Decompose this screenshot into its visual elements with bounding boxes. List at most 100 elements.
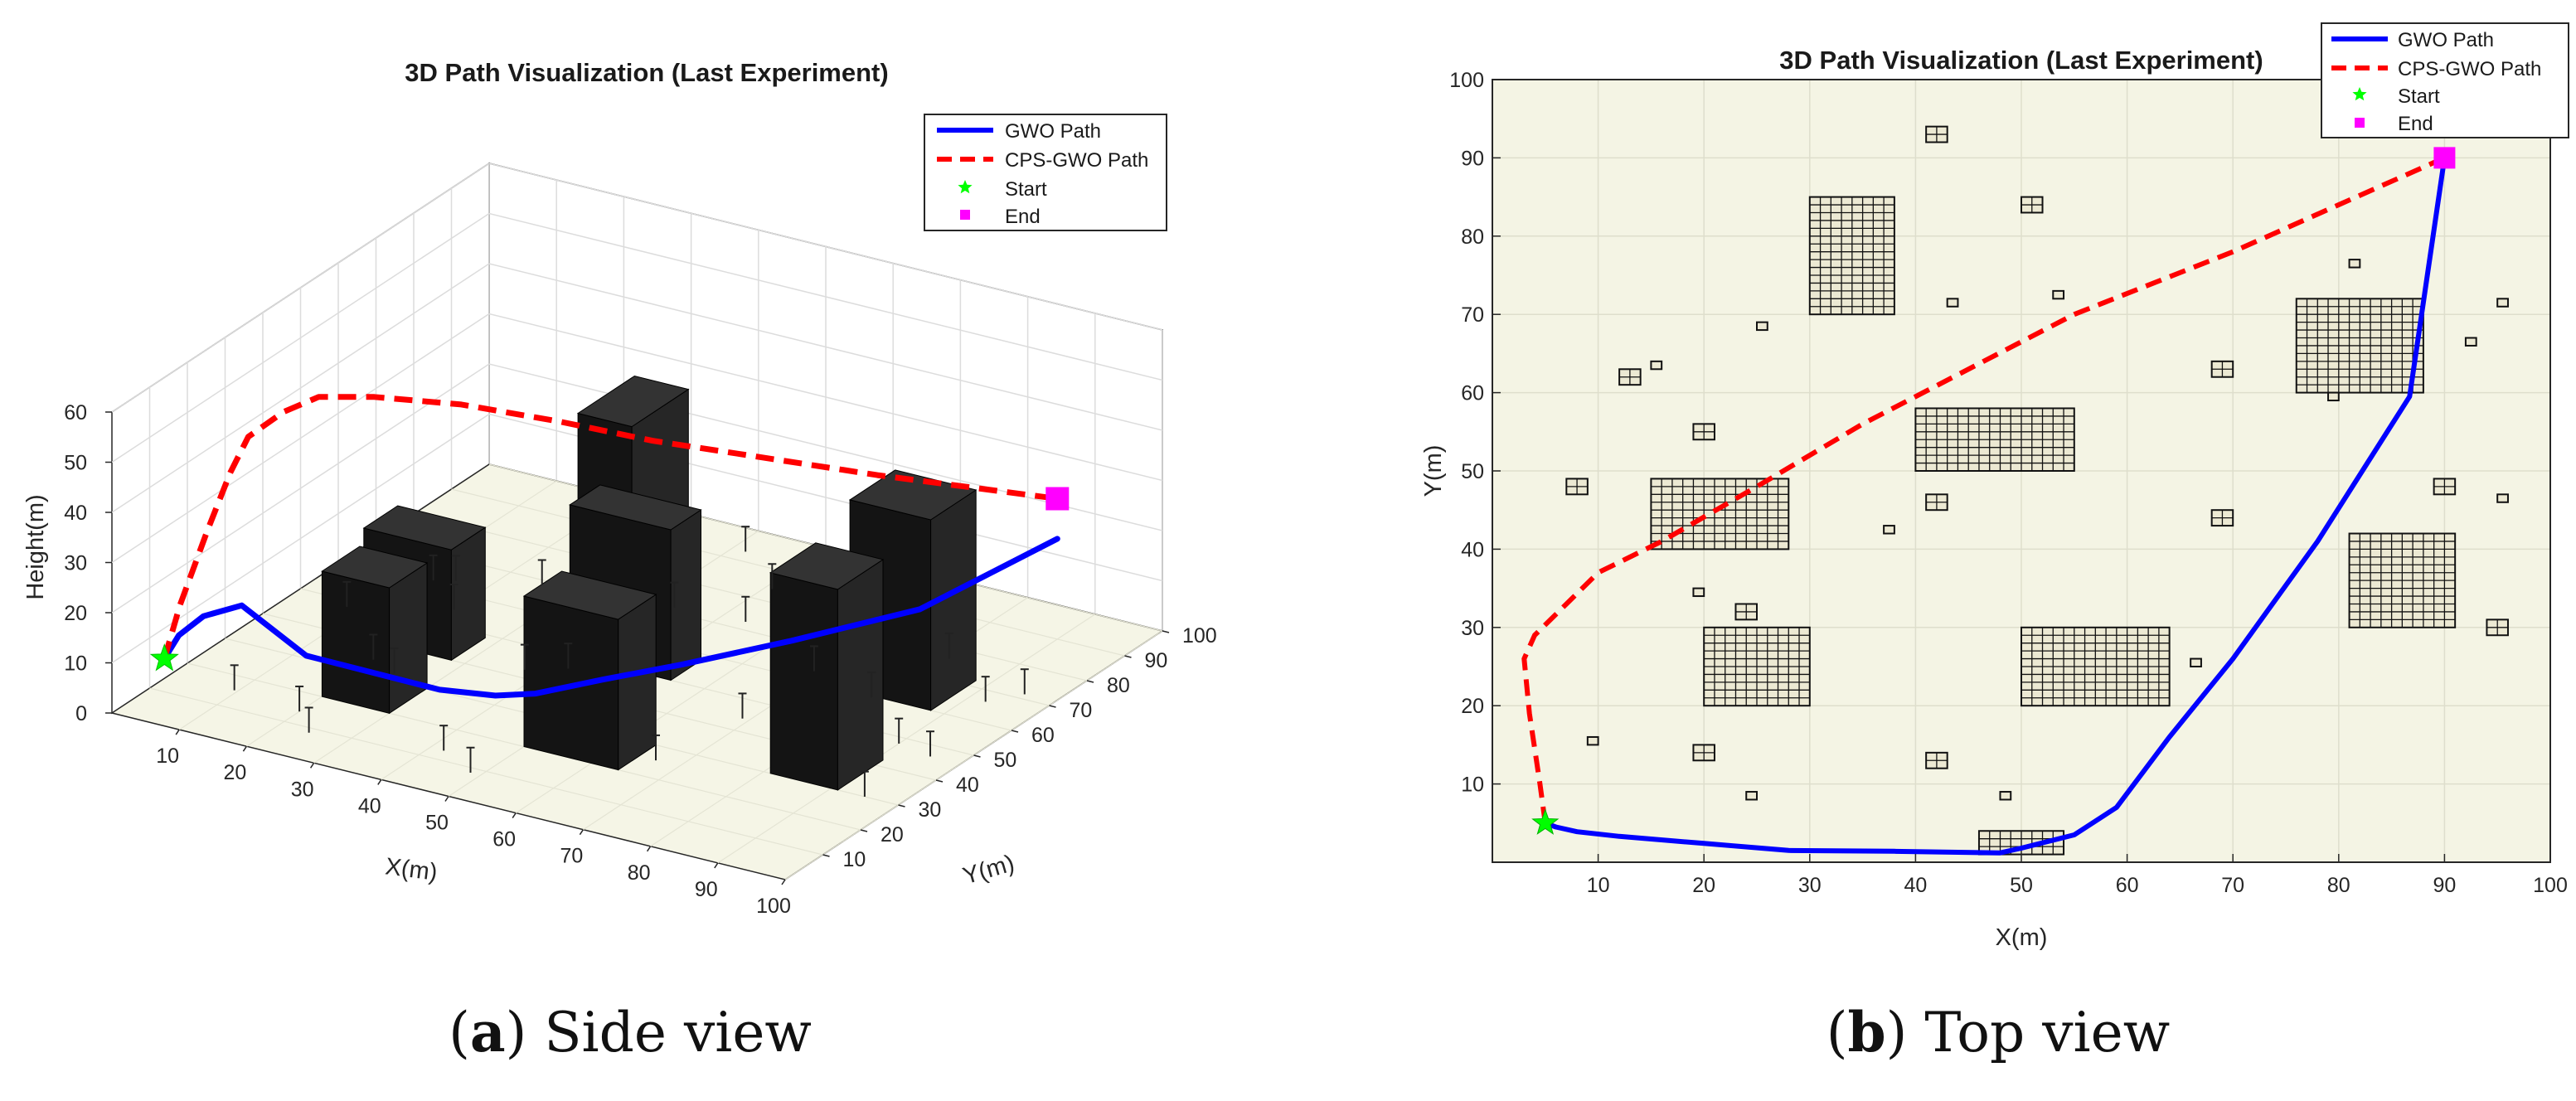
- legend-b-start: Start: [2398, 85, 2440, 108]
- obstacle: [1925, 751, 1948, 769]
- y-tick-label-a: 30: [919, 798, 942, 822]
- x-tick-label-b: 10: [1587, 874, 1610, 897]
- x-tick-label-b: 100: [2533, 874, 2568, 897]
- obstacle: [2021, 626, 2171, 707]
- x-tick-a: [646, 846, 652, 852]
- x-tick-label-a: 80: [628, 861, 651, 885]
- y-tick-label-b: 100: [1449, 69, 1484, 92]
- obstacle: [2327, 391, 2340, 402]
- obstacle: [2295, 298, 2424, 394]
- x-tick-a: [579, 829, 585, 836]
- y-tick-label-a: 20: [880, 823, 904, 846]
- chart-b-ylabel: Y(m): [1420, 445, 1447, 497]
- obstacle: [1999, 791, 2012, 801]
- legend-a-gwo: GWO Path: [1005, 120, 1101, 143]
- x-tick-a: [781, 879, 786, 885]
- caption-a: (a) Side view: [449, 1000, 812, 1065]
- x-tick-label-a: 20: [223, 761, 246, 784]
- x-tick-label-b: 50: [2010, 874, 2033, 897]
- obstacle: [1756, 321, 1768, 332]
- cps-gwo-path-b: [1521, 155, 2446, 824]
- start-marker-b: [1531, 808, 1560, 835]
- chart-b-title: 3D Path Visualization (Last Experiment): [1779, 46, 2263, 75]
- z-tick-label-a: 40: [64, 502, 87, 525]
- gwo-path-a: [161, 536, 1060, 699]
- chart-a-ticks: 1020304050607080901001020304050607080901…: [64, 401, 1217, 918]
- obstacle: [1734, 603, 1758, 621]
- obstacle: [2210, 509, 2234, 527]
- end-marker-a: [1045, 487, 1070, 511]
- obstacle: [2496, 298, 2509, 308]
- obstacle: [1745, 791, 1758, 801]
- obstacle: [2464, 337, 2477, 347]
- obstacle: [2190, 657, 2202, 667]
- caption-b: (b) Top view: [1826, 1000, 2170, 1065]
- x-tick-a: [714, 862, 719, 869]
- legend-b-start-marker: [2352, 87, 2367, 101]
- obstacle: [1692, 587, 1705, 598]
- y-tick-a: [1086, 680, 1094, 683]
- obstacle: [1914, 407, 2075, 473]
- y-tick-label-a: 100: [1182, 624, 1217, 648]
- obstacle: [1946, 298, 1959, 308]
- building: [769, 542, 885, 791]
- obstacle: [1618, 368, 1642, 386]
- chart-b-legend: GWO Path CPS-GWO Path Start End: [2321, 22, 2569, 138]
- obstacle: [2486, 618, 2509, 637]
- caption-b-letter: b: [1848, 1000, 1886, 1065]
- y-tick-a: [935, 779, 944, 783]
- chart-a-zlabel: Height(m): [22, 494, 49, 599]
- obstacle: [2433, 478, 2457, 496]
- legend-a-start: Start: [1005, 178, 1047, 201]
- caption-b-text: Top view: [1924, 1001, 2170, 1065]
- chart-a-legend: GWO Path CPS-GWO Path Start End: [924, 114, 1167, 231]
- chart-b-obstacles: [1565, 125, 2509, 856]
- obstacle: [1650, 360, 1663, 371]
- z-tick-label-a: 20: [64, 602, 87, 625]
- obstacle: [1586, 735, 1599, 746]
- caption-a-text: Side view: [544, 1001, 812, 1065]
- legend-b-end: End: [2398, 113, 2433, 135]
- obstacle: [1925, 493, 1948, 512]
- chart-b-series: [1521, 147, 2456, 856]
- z-tick-label-a: 50: [64, 452, 87, 475]
- y-tick-label-b: 10: [1461, 774, 1484, 797]
- legend-a-cps: CPS-GWO Path: [1005, 149, 1148, 172]
- y-tick-label-b: 90: [1461, 147, 1484, 170]
- y-tick-a: [898, 804, 905, 808]
- z-tick-label-a: 30: [64, 552, 87, 575]
- building: [321, 546, 429, 715]
- z-tick-label-a: 60: [64, 401, 87, 424]
- x-tick-label-b: 30: [1798, 874, 1822, 897]
- x-tick-a: [512, 812, 517, 819]
- gwo-path-b: [1542, 155, 2447, 856]
- x-tick-label-a: 60: [492, 828, 516, 851]
- x-tick-label-a: 10: [156, 745, 179, 768]
- obstacle: [2348, 532, 2457, 628]
- x-tick-a: [377, 778, 382, 785]
- obstacle: [1692, 744, 1715, 762]
- obstacle: [2496, 493, 2509, 503]
- chart-a-ylabel: Y(m): [960, 850, 1017, 890]
- chart-b-ticks: 10 20 30 40 50 60 70 80 90 100 10 20 30 40 50 60 70 80 90 1…: [1449, 69, 2568, 897]
- legend-b-end-marker: [2355, 118, 2365, 128]
- cps-gwo-path-a: [161, 394, 1058, 660]
- legend-a-end-marker: [960, 210, 970, 220]
- chart-a-xlabel: X(m): [384, 853, 439, 885]
- x-tick-label-a: 40: [358, 794, 381, 817]
- y-tick-label-a: 90: [1145, 649, 1168, 672]
- chart-b: 10 20 30 40 50 60 70 80 90 100 10 20 30 40 50 60 70 80 90 1…: [1420, 22, 2569, 951]
- obstacle: [1925, 125, 1948, 143]
- x-tick-label-b: 40: [1904, 874, 1927, 897]
- x-tick-label-a: 50: [425, 812, 449, 835]
- x-tick-label-b: 80: [2327, 874, 2350, 897]
- z-tick-label-a: 0: [75, 702, 87, 725]
- x-tick-label-b: 70: [2221, 874, 2244, 897]
- y-tick-label-b: 50: [1461, 460, 1484, 483]
- obstacle: [1808, 196, 1895, 316]
- y-tick-label-a: 10: [843, 848, 866, 871]
- x-tick-label-b: 20: [1692, 874, 1715, 897]
- obstacle: [2021, 196, 2044, 214]
- y-tick-a: [822, 854, 830, 857]
- building: [522, 570, 657, 771]
